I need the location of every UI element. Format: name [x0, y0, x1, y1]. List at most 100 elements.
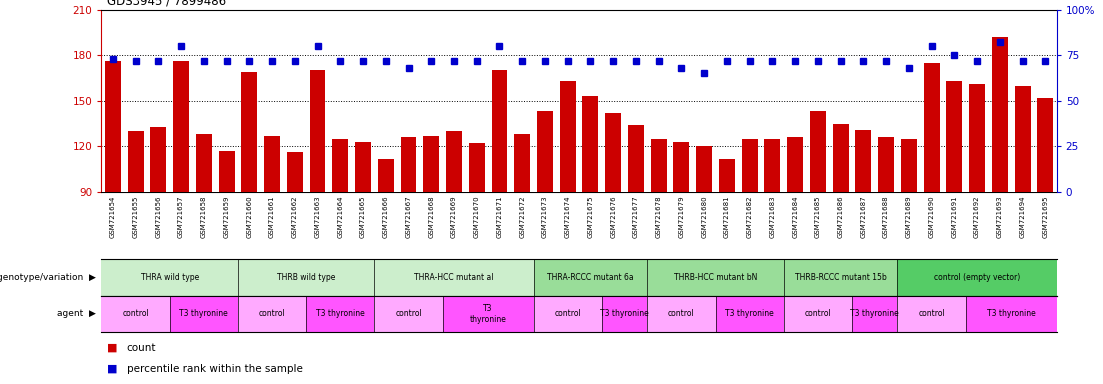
- Text: GSM721670: GSM721670: [473, 195, 480, 238]
- Text: GSM721683: GSM721683: [770, 195, 775, 238]
- Bar: [374, 259, 534, 296]
- Text: control: control: [918, 310, 945, 318]
- Text: GSM721693: GSM721693: [997, 195, 1003, 238]
- Text: GSM721665: GSM721665: [360, 195, 366, 238]
- Bar: [602, 296, 647, 332]
- Bar: [238, 259, 374, 296]
- Bar: [741, 139, 758, 192]
- Text: T3 thyronine: T3 thyronine: [987, 310, 1036, 318]
- Bar: [355, 142, 371, 192]
- Bar: [287, 152, 302, 192]
- Text: percentile rank within the sample: percentile rank within the sample: [127, 364, 302, 374]
- Bar: [901, 139, 917, 192]
- Bar: [582, 96, 599, 192]
- Bar: [170, 296, 238, 332]
- Bar: [400, 137, 417, 192]
- Text: GSM721672: GSM721672: [520, 195, 525, 238]
- Text: GSM721666: GSM721666: [383, 195, 388, 238]
- Text: THRA-HCC mutant al: THRA-HCC mutant al: [415, 273, 494, 282]
- Bar: [1015, 86, 1030, 192]
- Bar: [764, 139, 780, 192]
- Bar: [238, 296, 307, 332]
- Bar: [647, 259, 784, 296]
- Text: GSM721663: GSM721663: [314, 195, 321, 238]
- Bar: [537, 111, 553, 192]
- Text: GSM721660: GSM721660: [246, 195, 253, 238]
- Bar: [651, 139, 666, 192]
- Bar: [946, 81, 962, 192]
- Bar: [307, 296, 374, 332]
- Bar: [442, 296, 534, 332]
- Text: GSM721691: GSM721691: [951, 195, 957, 238]
- Bar: [833, 124, 848, 192]
- Bar: [628, 125, 644, 192]
- Text: GSM721695: GSM721695: [1042, 195, 1048, 238]
- Bar: [970, 84, 985, 192]
- Text: T3 thyronine: T3 thyronine: [726, 310, 774, 318]
- Text: GSM721681: GSM721681: [724, 195, 730, 238]
- Bar: [966, 296, 1057, 332]
- Bar: [559, 81, 576, 192]
- Text: THRA-RCCC mutant 6a: THRA-RCCC mutant 6a: [547, 273, 634, 282]
- Text: GSM721677: GSM721677: [633, 195, 639, 238]
- Text: GSM721668: GSM721668: [428, 195, 435, 238]
- Text: THRB-HCC mutant bN: THRB-HCC mutant bN: [674, 273, 758, 282]
- Bar: [878, 137, 895, 192]
- Text: ■: ■: [107, 364, 118, 374]
- Bar: [264, 136, 280, 192]
- Text: GSM721657: GSM721657: [178, 195, 184, 238]
- Text: GSM721675: GSM721675: [588, 195, 593, 238]
- Text: THRB-RCCC mutant 15b: THRB-RCCC mutant 15b: [795, 273, 887, 282]
- Text: ■: ■: [107, 343, 118, 353]
- Text: GDS3945 / 7899486: GDS3945 / 7899486: [107, 0, 226, 8]
- Bar: [128, 131, 143, 192]
- Text: GSM721689: GSM721689: [906, 195, 912, 238]
- Bar: [716, 296, 784, 332]
- Bar: [898, 296, 966, 332]
- Text: T3 thyronine: T3 thyronine: [315, 310, 365, 318]
- Bar: [647, 296, 716, 332]
- Text: T3
thyronine: T3 thyronine: [470, 304, 506, 324]
- Bar: [101, 259, 238, 296]
- Text: GSM721680: GSM721680: [702, 195, 707, 238]
- Text: GSM721678: GSM721678: [655, 195, 662, 238]
- Text: GSM721676: GSM721676: [610, 195, 617, 238]
- Bar: [810, 111, 826, 192]
- Bar: [310, 70, 325, 192]
- Bar: [374, 296, 442, 332]
- Text: GSM721686: GSM721686: [837, 195, 844, 238]
- Text: control: control: [668, 310, 695, 318]
- Bar: [514, 134, 531, 192]
- Text: GSM721694: GSM721694: [1019, 195, 1026, 238]
- Text: control: control: [395, 310, 421, 318]
- Text: GSM721682: GSM721682: [747, 195, 752, 238]
- Text: GSM721690: GSM721690: [929, 195, 934, 238]
- Text: GSM721671: GSM721671: [496, 195, 503, 238]
- Bar: [218, 151, 235, 192]
- Text: GSM721655: GSM721655: [132, 195, 139, 238]
- Bar: [196, 134, 212, 192]
- Bar: [105, 61, 121, 192]
- Bar: [242, 72, 257, 192]
- Bar: [719, 159, 735, 192]
- Text: GSM721679: GSM721679: [678, 195, 685, 238]
- Text: GSM721692: GSM721692: [974, 195, 981, 238]
- Text: GSM721656: GSM721656: [156, 195, 161, 238]
- Text: GSM721688: GSM721688: [884, 195, 889, 238]
- Bar: [534, 259, 647, 296]
- Text: genotype/variation  ▶: genotype/variation ▶: [0, 273, 96, 282]
- Text: GSM721687: GSM721687: [860, 195, 866, 238]
- Bar: [696, 146, 713, 192]
- Text: GSM721684: GSM721684: [792, 195, 799, 238]
- Text: GSM721659: GSM721659: [224, 195, 229, 238]
- Text: agent  ▶: agent ▶: [57, 310, 96, 318]
- Text: THRB wild type: THRB wild type: [277, 273, 335, 282]
- Bar: [992, 37, 1008, 192]
- Text: GSM721669: GSM721669: [451, 195, 457, 238]
- Bar: [150, 127, 167, 192]
- Bar: [1037, 98, 1053, 192]
- Text: T3 thyronine: T3 thyronine: [180, 310, 228, 318]
- Text: control: control: [122, 310, 149, 318]
- Bar: [446, 131, 462, 192]
- Bar: [173, 61, 189, 192]
